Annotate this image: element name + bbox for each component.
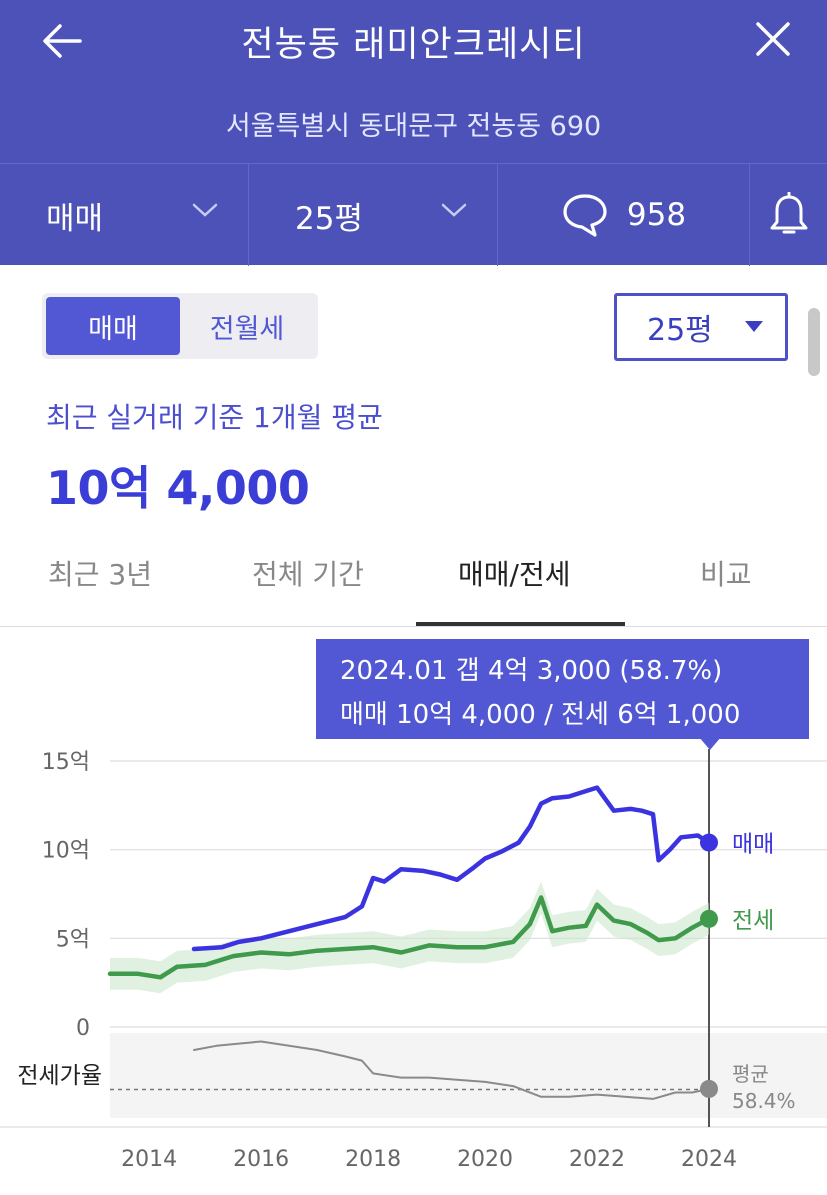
average-label: 최근 실거래 기준 1개월 평균 [46, 401, 383, 434]
close-button[interactable] [750, 16, 796, 62]
notification-button[interactable] [750, 164, 827, 266]
y-tick-label: 10억 [42, 839, 90, 864]
address-text: 서울특별시 동대문구 전농동 690 [225, 111, 602, 142]
tab-compare[interactable]: 비교 [700, 558, 752, 591]
filter-bar: 매매 25평 958 [0, 163, 827, 266]
series-end-point [700, 1079, 718, 1098]
active-tab-indicator [416, 622, 625, 626]
back-button[interactable] [40, 18, 86, 64]
series-line-sale [191, 785, 712, 952]
jeonse-end-label: 전세 [732, 908, 774, 934]
series-line-ratio [193, 1040, 710, 1100]
ratio-average-value: 58.4% [732, 1089, 796, 1113]
scrollbar[interactable] [808, 308, 820, 376]
x-tick-label: 2014 [121, 1147, 177, 1172]
size-value: 25평 [295, 200, 363, 237]
tab-sale-jeonse[interactable]: 매매/전세 [458, 558, 571, 591]
average-price: 10억 4,000 [46, 461, 310, 515]
x-tick-label: 2024 [681, 1147, 737, 1172]
close-icon [756, 22, 790, 56]
jeonse-range-band [110, 881, 709, 994]
ratio-band [110, 1033, 827, 1118]
x-tick-label: 2022 [569, 1147, 625, 1172]
tooltip-price-line: 매매 10억 4,000 / 전세 6억 1,000 [340, 700, 741, 730]
speech-bubble-icon [563, 194, 607, 237]
series-line-jeonse [107, 895, 712, 980]
price-chart[interactable]: 15억 10억 5억 0 2014 2016 2018 2020 2022 2024 전세가율 매매전… [0, 628, 827, 1195]
comments-button[interactable]: 958 [498, 164, 750, 266]
triangle-down-icon [745, 321, 763, 332]
y-tick-label: 0 [76, 1016, 90, 1041]
x-tick-label: 2018 [345, 1147, 401, 1172]
ratio-axis-label: 전세가율 [17, 1063, 102, 1089]
deal-type-dropdown[interactable]: 매매 [0, 164, 249, 266]
segment-rent[interactable]: 전월세 [209, 313, 285, 345]
period-tabs: 최근 3년 전체 기간 매매/전세 비교 [0, 535, 827, 627]
size-dropdown[interactable]: 25평 [249, 164, 498, 266]
size-select[interactable]: 25평 [614, 293, 788, 361]
tab-all-period[interactable]: 전체 기간 [252, 558, 364, 591]
x-tick-label: 2020 [457, 1147, 513, 1172]
size-select-value: 25평 [647, 313, 713, 348]
comment-count: 958 [626, 197, 687, 233]
bell-icon [770, 192, 807, 234]
series-end-point [700, 909, 718, 928]
y-tick-label: 5억 [56, 927, 90, 952]
chevron-down-icon [441, 203, 467, 217]
tooltip-arrow [699, 737, 721, 750]
y-tick-label: 15억 [42, 750, 90, 775]
app-header: 전농동 래미안크레시티 서울특별시 동대문구 전농동 690 매매 25평 95… [0, 0, 827, 266]
tab-recent-3y[interactable]: 최근 3년 [48, 558, 152, 591]
chevron-down-icon [192, 203, 218, 217]
ratio-average-label: 평균 [732, 1062, 769, 1086]
chart-tooltip: 2024.01 갭 4억 3,000 (58.7%) 매매 10억 4,000 … [316, 639, 809, 739]
deal-type-segment: 매매 전월세 [42, 293, 318, 359]
x-tick-label: 2016 [233, 1147, 289, 1172]
sale-end-label: 매매 [732, 832, 774, 858]
tooltip-gap-line: 2024.01 갭 4억 3,000 (58.7%) [340, 656, 723, 686]
deal-type-value: 매매 [46, 200, 104, 237]
series-end-point [700, 833, 718, 852]
page-title: 전농동 래미안크레시티 [241, 25, 586, 65]
back-arrow-icon [43, 24, 82, 58]
segment-sale[interactable]: 매매 [46, 297, 180, 355]
